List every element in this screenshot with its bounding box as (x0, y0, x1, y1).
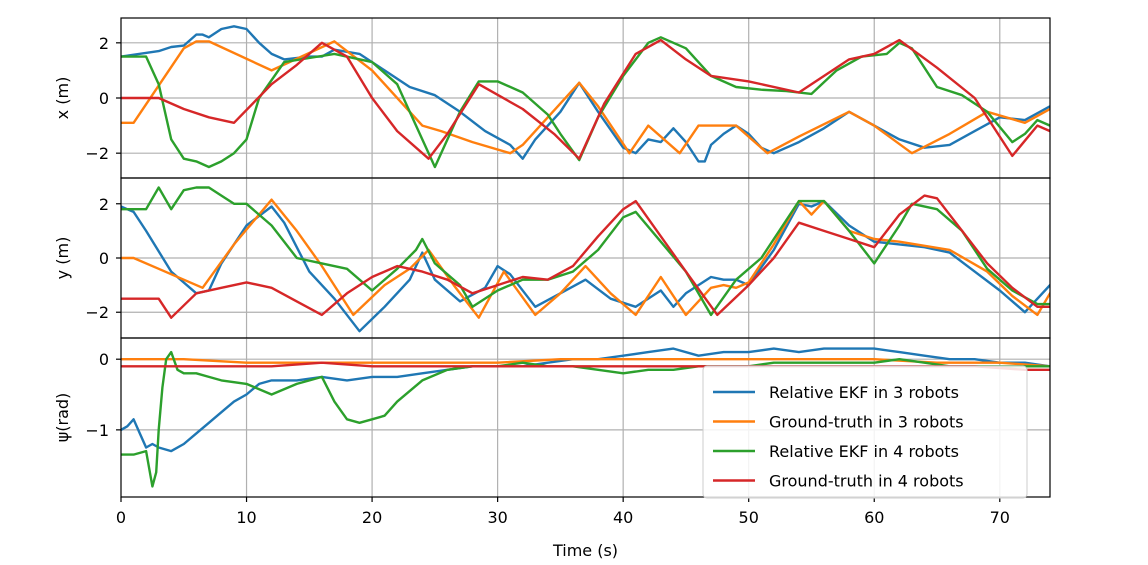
y-tick-label: −2 (85, 303, 109, 322)
y-tick-label: 0 (99, 249, 109, 268)
y-axis-label: ψ(rad) (53, 393, 72, 443)
x-tick-label: 10 (236, 508, 256, 527)
x-axis-label: Time (s) (552, 541, 618, 560)
x-tick-label: 0 (116, 508, 126, 527)
x-tick-label: 30 (487, 508, 507, 527)
legend-entry: Ground-truth in 4 robots (769, 472, 964, 491)
y-tick-label: −1 (85, 421, 109, 440)
x-axis: 0 10 20 30 40 50 60 70 (116, 497, 1010, 527)
x-tick-label: 40 (613, 508, 633, 527)
series-line-ground-truth-in-4-robots (121, 38, 1050, 160)
x-tick-label: 60 (864, 508, 884, 527)
x-tick-label: 70 (990, 508, 1010, 527)
legend-box (702, 365, 1028, 499)
legend-entry: Ground-truth in 3 robots (769, 413, 964, 432)
chart-panels: 20−2x (m)20−2y (m)0−1ψ(rad)0 10 20 30 40 50 60… (53, 17, 1051, 527)
x-tick-label: 50 (739, 508, 759, 527)
legend-entry: Relative EKF in 4 robots (769, 442, 959, 461)
y-axis-label: x (m) (53, 77, 72, 120)
y-tick-label: 2 (99, 34, 109, 53)
legend-entry: Relative EKF in 3 robots (769, 383, 959, 402)
panel-2: 2 0 −2 y (m) (53, 177, 1051, 339)
y-axis-label: y (m) (53, 237, 72, 280)
series-line-ground-truth-in-3-robots (121, 198, 1050, 319)
series-line-relative-ekf-in-4-robots (121, 186, 1050, 317)
x-tick-label: 20 (362, 508, 382, 527)
y-tick-label: −2 (85, 144, 109, 163)
y-tick-label: 2 (99, 195, 109, 214)
series-line-ground-truth-in-3-robots (121, 40, 1050, 155)
panel-1: 2 0 −2 x (m) (53, 17, 1051, 179)
series-line-relative-ekf-in-4-robots (121, 350, 1050, 488)
y-tick-label: 0 (99, 350, 109, 369)
y-tick-label: 0 (99, 89, 109, 108)
legend: Relative EKF in 3 robots Ground-truth in … (702, 365, 1028, 499)
series-line-ground-truth-in-4-robots (121, 194, 1050, 319)
panel-frame (120, 337, 1051, 498)
